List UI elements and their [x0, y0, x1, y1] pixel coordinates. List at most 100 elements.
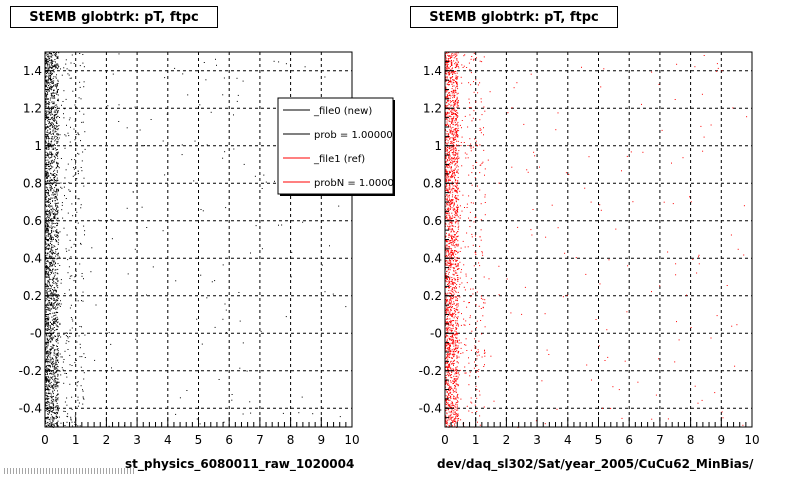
data-point	[54, 352, 56, 354]
data-point	[53, 303, 55, 305]
data-point	[52, 346, 54, 348]
data-point	[454, 241, 456, 243]
data-point	[450, 402, 452, 404]
data-point	[454, 258, 456, 260]
data-point	[46, 196, 48, 198]
data-point	[69, 77, 71, 79]
data-point	[454, 177, 456, 179]
data-point	[52, 306, 54, 308]
data-point	[445, 312, 447, 314]
data-point	[445, 87, 447, 89]
data-point	[60, 303, 62, 305]
data-point	[456, 65, 458, 67]
data-point	[222, 318, 224, 320]
data-point	[450, 254, 452, 256]
data-point	[455, 130, 457, 132]
x-tick-label: 9	[317, 433, 325, 447]
data-point	[56, 349, 58, 351]
data-point	[455, 218, 457, 220]
data-point	[52, 218, 54, 220]
data-point	[590, 201, 592, 203]
data-point	[48, 82, 50, 84]
data-point	[52, 410, 54, 411]
data-point	[457, 413, 459, 415]
data-point	[714, 392, 716, 394]
data-point	[52, 166, 54, 168]
data-point	[457, 61, 459, 63]
data-point	[445, 70, 447, 72]
data-point	[144, 145, 145, 147]
data-point	[110, 343, 112, 345]
data-point	[46, 165, 47, 167]
data-point	[57, 350, 59, 352]
data-point	[57, 342, 59, 344]
data-point	[47, 368, 49, 370]
data-point	[455, 234, 456, 236]
data-point	[449, 166, 451, 168]
data-point	[45, 398, 47, 400]
data-point	[60, 422, 62, 424]
data-point	[45, 305, 47, 307]
data-point	[447, 142, 449, 144]
data-point	[473, 110, 475, 112]
data-point	[484, 194, 486, 196]
data-point	[57, 80, 59, 82]
data-point	[47, 265, 49, 267]
data-point	[466, 350, 468, 351]
data-point	[50, 218, 52, 220]
data-point	[46, 200, 48, 202]
data-point	[457, 340, 458, 342]
data-point	[452, 85, 454, 87]
data-point	[456, 396, 458, 398]
data-point	[446, 212, 448, 214]
data-point	[75, 293, 77, 295]
data-point	[49, 112, 51, 113]
data-point	[447, 352, 449, 354]
data-point	[48, 302, 50, 304]
data-point	[50, 337, 52, 339]
data-point	[455, 351, 457, 352]
data-point	[50, 328, 52, 330]
data-point	[52, 345, 54, 347]
data-point	[52, 416, 54, 418]
data-point	[53, 293, 55, 295]
data-point	[45, 93, 47, 94]
data-point	[48, 198, 50, 200]
data-point	[456, 64, 458, 66]
data-point	[77, 152, 79, 154]
data-point	[53, 368, 55, 370]
data-point	[57, 255, 59, 257]
data-point	[45, 159, 47, 161]
data-point	[448, 187, 450, 189]
data-point	[80, 204, 82, 206]
data-point	[455, 402, 457, 404]
data-point	[449, 242, 451, 244]
data-point	[47, 396, 49, 397]
data-point	[453, 140, 455, 141]
data-point	[45, 211, 47, 213]
data-point	[476, 351, 478, 353]
data-point	[50, 313, 52, 315]
data-point	[484, 355, 486, 357]
data-point	[48, 75, 50, 77]
data-point	[45, 59, 47, 61]
data-point	[455, 103, 457, 105]
data-point	[456, 206, 458, 208]
data-point	[51, 108, 53, 110]
data-point	[447, 358, 449, 360]
data-point	[135, 232, 137, 234]
data-point	[45, 94, 47, 96]
data-point	[476, 162, 478, 163]
data-point	[47, 162, 49, 164]
data-point	[448, 223, 450, 225]
data-point	[56, 180, 58, 182]
data-point	[49, 284, 51, 286]
data-point	[49, 168, 51, 169]
data-point	[45, 273, 47, 275]
data-point	[450, 250, 452, 252]
data-point	[55, 382, 57, 384]
data-point	[449, 302, 451, 304]
data-point	[453, 263, 455, 265]
data-point	[446, 119, 448, 121]
data-point	[454, 236, 456, 238]
